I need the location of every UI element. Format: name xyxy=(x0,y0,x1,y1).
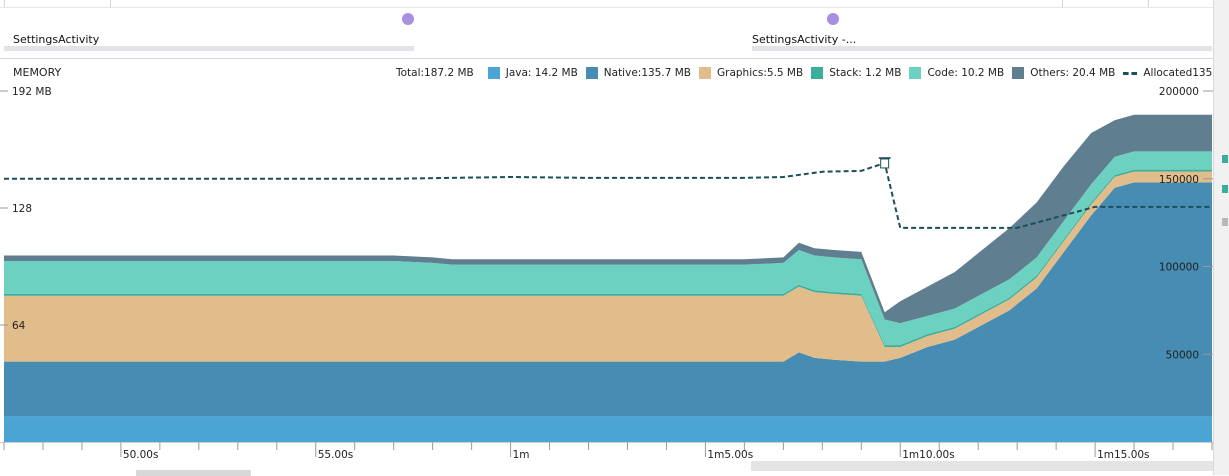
activity-lane: SettingsActivity SettingsActivity -... xyxy=(0,0,1213,57)
legend-swatch xyxy=(811,67,824,79)
lane-tick xyxy=(1062,0,1063,7)
event-marker[interactable] xyxy=(827,13,839,25)
legend-label: Graphics:5.5 MB xyxy=(716,67,804,79)
legend-item-graphics: Graphics:5.5 MB xyxy=(698,67,804,79)
activity-label[interactable]: SettingsActivity -... xyxy=(752,33,857,46)
legend-label: Stack: 1.2 MB xyxy=(829,67,902,79)
lane-ruler xyxy=(0,0,1213,8)
x-tick-label: 1m15.00s xyxy=(1097,449,1149,461)
y-tick-label-left: 64 xyxy=(12,320,26,332)
x-tick-label: 1m xyxy=(513,449,530,461)
legend-swatch xyxy=(909,67,922,79)
legend-label: Allocated135011 xyxy=(1143,67,1229,79)
legend-item-stack: Stack: 1.2 MB xyxy=(811,67,901,79)
side-panel-edge xyxy=(1213,0,1229,475)
legend-swatch xyxy=(1012,67,1025,79)
legend-label: Others: 20.4 MB xyxy=(1030,67,1116,79)
y-tick-label-left: 192 MB xyxy=(12,86,52,98)
area-java xyxy=(4,416,1212,442)
event-marker[interactable] xyxy=(402,13,414,25)
scroll-thumb[interactable] xyxy=(136,470,251,476)
strip-marker xyxy=(1222,185,1228,193)
strip-marker xyxy=(1222,218,1228,226)
memory-legend: Total:187.2 MB Java: 14.2 MB Native:135.… xyxy=(396,67,1229,79)
memory-title: MEMORY xyxy=(13,66,62,79)
legend-swatch xyxy=(487,67,500,79)
legend-swatch xyxy=(585,67,598,79)
y-tick-label-right: 50000 xyxy=(1166,349,1199,361)
activity-bar[interactable] xyxy=(4,46,414,51)
y-tick-label-right: 200000 xyxy=(1159,86,1199,98)
y-tick-label-right: 150000 xyxy=(1159,174,1199,186)
y-tick-label-left: 128 xyxy=(12,203,32,215)
memory-chart-panel: 50.00s 55.00s 1m 1m5.00s 1m10.00s 1m15.00s 192… xyxy=(0,58,1229,461)
lane-tick xyxy=(1148,0,1149,7)
lane-tick xyxy=(4,0,5,7)
strip-marker xyxy=(1222,155,1228,163)
legend-swatch xyxy=(698,67,711,79)
x-tick-label: 1m10.00s xyxy=(902,449,954,461)
legend-item-native: Native:135.7 MB xyxy=(585,67,691,79)
legend-dash xyxy=(1123,71,1138,75)
legend-label: Java: 14.2 MB xyxy=(505,67,578,79)
activity-bar[interactable] xyxy=(752,46,1212,51)
horizontal-scrollbar[interactable] xyxy=(0,460,1213,476)
legend-item-code: Code: 10.2 MB xyxy=(909,67,1004,79)
allocated-line xyxy=(4,161,1212,229)
area-others xyxy=(4,114,1212,324)
legend-label: Native:135.7 MB xyxy=(603,67,691,79)
legend-item-others: Others: 20.4 MB xyxy=(1012,67,1115,79)
activity-label[interactable]: SettingsActivity xyxy=(13,33,100,46)
memory-chart: 50.00s 55.00s 1m 1m5.00s 1m10.00s 1m15.00s 192… xyxy=(0,86,1213,461)
gc-trash-icon xyxy=(880,158,890,169)
x-tick-label: 55.00s xyxy=(318,449,354,461)
legend-total: Total:187.2 MB xyxy=(396,67,474,79)
x-tick-label: 50.00s xyxy=(123,449,159,461)
area-graphics xyxy=(4,171,1212,362)
scroll-thumb[interactable] xyxy=(751,461,1213,471)
area-native xyxy=(4,182,1212,417)
lane-tick xyxy=(110,0,111,7)
legend-item-allocated: Allocated135011 xyxy=(1123,67,1229,79)
legend-item-java: Java: 14.2 MB xyxy=(487,67,578,79)
x-tick-label: 1m5.00s xyxy=(707,449,753,461)
legend-label: Code: 10.2 MB xyxy=(927,67,1005,79)
y-tick-label-right: 100000 xyxy=(1159,262,1199,274)
